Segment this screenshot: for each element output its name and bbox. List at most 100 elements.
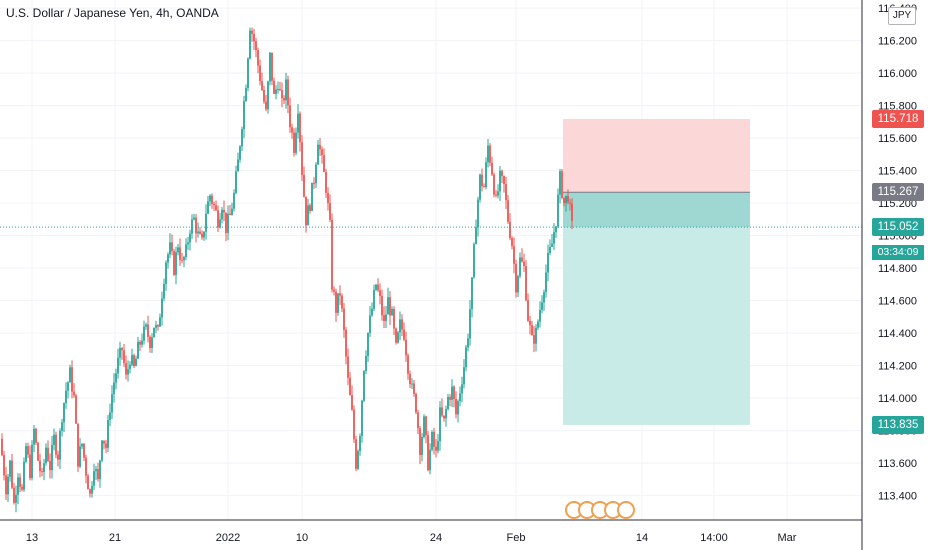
candle-body <box>501 170 503 177</box>
candle-body <box>181 259 183 261</box>
y-tick-label: 115.400 <box>878 166 917 178</box>
candle-body <box>361 400 363 437</box>
candle-body <box>139 341 141 345</box>
candle-body <box>437 441 439 451</box>
y-tick-label: 113.600 <box>878 458 917 470</box>
x-tick-label: 10 <box>296 532 308 544</box>
candle-body <box>431 431 433 450</box>
current-price-label: 115.052 <box>872 218 924 237</box>
candle-body <box>105 443 107 448</box>
y-tick-label: 114.200 <box>878 361 917 373</box>
candle-body <box>53 434 55 445</box>
candle-body <box>317 144 319 165</box>
candle-body <box>41 471 43 473</box>
candle-body <box>91 485 93 494</box>
candle-body <box>1 438 3 456</box>
candle-body <box>477 199 479 228</box>
candle-body <box>537 321 539 328</box>
candle-body <box>21 486 23 490</box>
candle-body <box>215 205 217 211</box>
candle-body <box>89 489 91 494</box>
candle-body <box>453 386 455 400</box>
candle-body <box>29 454 31 479</box>
candle-body <box>403 329 405 340</box>
candle-body <box>49 460 51 471</box>
candle-body <box>243 101 245 130</box>
candle-body <box>467 338 469 348</box>
y-tick-label: 115.200 <box>878 198 917 210</box>
candle-body <box>439 407 441 442</box>
candle-body <box>125 363 127 375</box>
candle-body <box>395 328 397 343</box>
candle-body <box>93 471 95 486</box>
candle-body <box>217 210 219 228</box>
candle-body <box>27 446 29 455</box>
candle-body <box>187 242 189 245</box>
candle-body <box>227 213 229 233</box>
candle-body <box>265 101 267 110</box>
y-tick-label: 116.200 <box>878 36 917 48</box>
candle-body <box>229 213 231 215</box>
candle-body <box>507 200 509 222</box>
candle-body <box>145 324 147 327</box>
candle-body <box>559 171 561 195</box>
candle-body <box>423 416 425 438</box>
candle-body <box>33 428 35 445</box>
candle-body <box>71 367 73 392</box>
candle-body <box>303 174 305 197</box>
candle-body <box>173 251 175 275</box>
candle-body <box>419 428 421 455</box>
candle-body <box>43 463 45 472</box>
candle-body <box>273 80 275 94</box>
candle-body <box>117 357 119 374</box>
candle-body <box>183 256 185 261</box>
candle-body <box>299 113 301 143</box>
candle-body <box>367 332 369 356</box>
x-tick-label: 13 <box>26 532 38 544</box>
candle-body <box>131 355 133 365</box>
candle-body <box>59 430 61 460</box>
candle-body <box>561 171 563 198</box>
candle-body <box>557 194 559 227</box>
candle-body <box>493 174 495 195</box>
candle-body <box>225 212 227 233</box>
candle-body <box>319 144 321 150</box>
candle-body <box>11 460 13 488</box>
candle-body <box>305 196 307 226</box>
candle-body <box>121 347 123 351</box>
candle-body <box>463 367 465 385</box>
candle-body <box>459 393 461 402</box>
candle-body <box>329 202 331 220</box>
candle-body <box>407 355 409 374</box>
candle-body <box>513 246 515 264</box>
candle-body <box>545 272 547 293</box>
candle-body <box>295 132 297 153</box>
candle-body <box>487 145 489 163</box>
y-tick-label: 113.400 <box>878 491 917 503</box>
candle-body <box>473 244 475 278</box>
candle-body <box>293 132 295 153</box>
candle-body <box>79 446 81 467</box>
candle-body <box>95 468 97 472</box>
candle-body <box>9 460 11 477</box>
candle-body <box>535 327 537 344</box>
candle-body <box>521 257 523 262</box>
candle-body <box>547 252 549 273</box>
candle-body <box>249 30 251 59</box>
candle-body <box>283 98 285 101</box>
candle-body <box>555 226 557 233</box>
candle-body <box>553 232 555 244</box>
candle-body <box>315 164 317 184</box>
entry-price-label: 115.267 <box>872 183 924 202</box>
candle-body <box>129 364 131 369</box>
currency-badge[interactable]: JPY <box>888 7 916 25</box>
candle-body <box>363 370 365 401</box>
candle-body <box>479 174 481 200</box>
candle-body <box>157 325 159 327</box>
candle-body <box>263 90 265 102</box>
y-tick-label: 115.800 <box>878 101 917 113</box>
x-tick-label: Feb <box>507 532 526 544</box>
candle-body <box>83 443 85 458</box>
candle-body <box>311 182 313 211</box>
